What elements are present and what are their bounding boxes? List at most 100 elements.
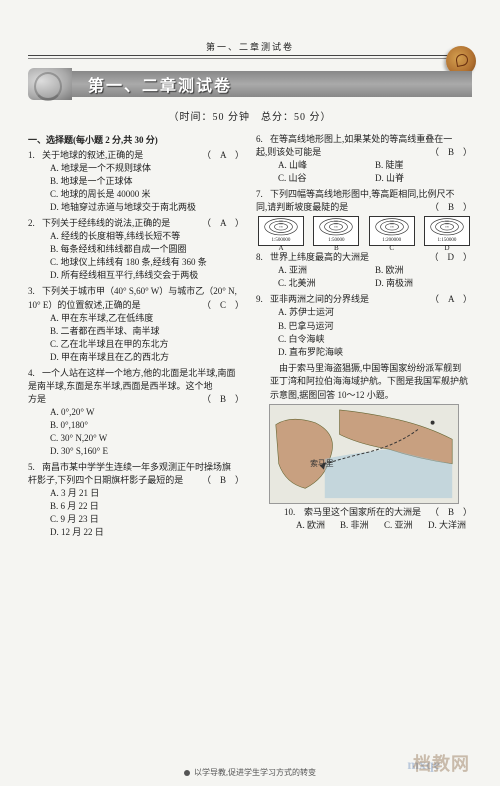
q6-opt-a: A. 山峰 <box>278 159 375 172</box>
q5-opt-b: B. 6 月 22 日 <box>50 500 244 513</box>
contour-d: 500300100 1:150000 D <box>424 216 470 246</box>
q9-ans: （ A ） <box>430 293 472 306</box>
q5-ans: （ B ） <box>216 474 244 487</box>
q2-opt-b: B. 每条经线和纬线都自成一个圆圈 <box>50 243 244 256</box>
question-2: 2.下列关于经纬线的说法,正确的是（ A ） A. 经线的长度相等,纬线长短不等… <box>28 217 244 282</box>
q2-opt-a: A. 经线的长度相等,纬线长短不等 <box>50 230 244 243</box>
q3-ans: （ C ） <box>216 299 244 312</box>
svg-text:100: 100 <box>445 226 449 229</box>
context-l1: 由于索马里海盗猖獗,中国等国家纷纷派军舰到 <box>270 362 472 376</box>
q9-stem: 亚非两洲之间的分界线是 <box>270 294 369 304</box>
svg-text:100: 100 <box>279 226 283 229</box>
q8-opt-a: A. 亚洲 <box>278 264 375 277</box>
q4-opt-a: A. 0°,20° W <box>50 406 244 419</box>
svg-text:100: 100 <box>335 226 339 229</box>
q4-opt-c: C. 30° N,20° W <box>50 432 244 445</box>
contour-a: 500300100 1:500000 A <box>258 216 304 246</box>
q3-opt-b: B. 二者都在西半球、南半球 <box>50 325 244 338</box>
q1-opt-b: B. 地球是一个正球体 <box>50 175 244 188</box>
question-5: 5.南昌市某中学学生连续一年多观测正午时操场旗 杆影子,下列四个日期旗杆影子最短… <box>28 461 244 539</box>
contour-b: 500300100 1:50000 B <box>313 216 359 246</box>
title-banner: 第一、二章测试卷 <box>28 68 472 100</box>
q4-opt-b: B. 0°,180° <box>50 419 244 432</box>
q3-stem-l2: 10° E）的位置叙述,正确的是 <box>28 300 141 310</box>
contour-c-label: C <box>370 243 414 253</box>
q10-opt-d: D. 大洋洲 <box>428 519 472 532</box>
footer: 以学导教,促进学生学习方式的转变 <box>0 767 500 778</box>
q6-opt-b: B. 陡崖 <box>375 159 472 172</box>
q2-opt-c: C. 地球仪上纬线有 180 条,经线有 360 条 <box>50 256 244 269</box>
q5-stem-l1: 南昌市某中学学生连续一年多观测正午时操场旗 <box>42 461 244 474</box>
q6-opt-d: D. 山脊 <box>375 172 472 185</box>
q1-ans: （ A ） <box>202 149 244 162</box>
q5-opt-d: D. 12 月 22 日 <box>50 526 244 539</box>
q4-stem-l1: 一个人站在这样一个地方,他的北面是北半球,南面 <box>42 367 244 380</box>
q9-opt-b: B. 巴拿马运河 <box>278 320 472 333</box>
q3-opt-c: C. 乙在北半球且在甲的东北方 <box>50 338 244 351</box>
q8-opt-c: C. 北美洲 <box>278 277 375 290</box>
q8-opt-b: B. 欧洲 <box>375 264 472 277</box>
q1-opt-c: C. 地球的周长是 40000 米 <box>50 188 244 201</box>
q2-opt-d: D. 所有经线相互平行,纬线交会于两极 <box>50 269 244 282</box>
q8-stem: 世界上纬度最高的大洲是 <box>270 252 369 262</box>
q10-opt-c: C. 亚洲 <box>384 519 428 532</box>
q7-stem-l1: 下列四幅等高线地形图中,等高距相同,比例尺不 <box>270 188 472 201</box>
q3-stem-l1: 下列关于城市甲（40° S,60° W）与城市乙（20° N, <box>42 285 244 298</box>
q4-ans: （ B ） <box>216 393 244 406</box>
q6-stem-l2: 起,则该处可能是 <box>256 147 321 157</box>
contour-b-label: B <box>314 243 358 253</box>
q9-opt-d: D. 直布罗陀海峡 <box>278 346 472 359</box>
footer-text: 以学导教,促进学生学习方式的转变 <box>194 768 316 777</box>
q1-opt-a: A. 地球是一个不规则球体 <box>50 162 244 175</box>
question-10: 10.索马里这个国家所在的大洲是（ B ） A. 欧洲 B. 非洲 C. 亚洲 … <box>256 506 472 532</box>
header-divider <box>28 55 472 60</box>
question-7: 7.下列四幅等高线地形图中,等高距相同,比例尺不 同,请判断坡度最陡的是（ B … <box>256 188 472 248</box>
contour-a-label: A <box>259 243 303 253</box>
page-header-caption: 第一、二章测试卷 <box>0 40 500 53</box>
q9-opt-c: C. 白令海峡 <box>278 333 472 346</box>
q1-stem: 关于地球的叙述,正确的是 <box>42 150 143 160</box>
banner-title: 第一、二章测试卷 <box>88 72 232 96</box>
section-1-title: 一、选择题(每小题 2 分,共 30 分) <box>28 133 244 146</box>
somalia-map: 索马里 <box>269 404 459 504</box>
q4-opt-d: D. 30° S,160° E <box>50 445 244 458</box>
context-l3: 示意图,据图回答 10～12 小题。 <box>270 389 472 403</box>
question-9: 9.亚非两洲之间的分界线是（ A ） A. 苏伊士运河 B. 巴拿马运河 C. … <box>256 293 472 358</box>
q10-opt-a: A. 欧洲 <box>296 519 340 532</box>
question-6: 6.在等高线地形图上,如果某处的等高线重叠在一 起,则该处可能是（ B ） A.… <box>256 133 472 185</box>
question-4: 4.一个人站在这样一个地方,他的北面是北半球,南面 是南半球,东面是东半球,西面… <box>28 367 244 458</box>
q7-ans: （ B ） <box>444 201 472 214</box>
q5-stem-l2: 杆影子,下列四个日期旗杆影子最短的是 <box>28 475 183 485</box>
q6-ans: （ B ） <box>444 146 472 159</box>
q1-opt-d: D. 地轴穿过赤道与地球交于南北两极 <box>50 201 244 214</box>
svg-text:100: 100 <box>390 226 394 229</box>
left-column: 一、选择题(每小题 2 分,共 30 分) 1.关于地球的叙述,正确的是（ A … <box>28 133 244 542</box>
right-column: 6.在等高线地形图上,如果某处的等高线重叠在一 起,则该处可能是（ B ） A.… <box>256 133 472 542</box>
contour-diagrams: 500300100 1:500000 A 500300100 1:50000 B… <box>256 214 472 248</box>
q5-opt-a: A. 3 月 21 日 <box>50 487 244 500</box>
q5-opt-c: C. 9 月 23 日 <box>50 513 244 526</box>
contour-c: 500300100 1:200000 C <box>369 216 415 246</box>
q10-opt-b: B. 非洲 <box>340 519 384 532</box>
q7-stem-l2: 同,请判断坡度最陡的是 <box>256 202 348 212</box>
q9-opt-a: A. 苏伊士运河 <box>278 306 472 319</box>
question-8: 8.世界上纬度最高的大洲是（ D ） A. 亚洲 B. 欧洲 C. 北美洲 D.… <box>256 251 472 290</box>
q10-stem: 索马里这个国家所在的大洲是 <box>304 507 421 517</box>
q4-stem-l3: 方是 <box>28 394 46 404</box>
context-passage: 由于索马里海盗猖獗,中国等国家纷纷派军舰到 亚丁湾和阿拉伯海海域护航。下图是我国… <box>256 362 472 403</box>
question-1: 1.关于地球的叙述,正确的是（ A ） A. 地球是一个不规则球体 B. 地球是… <box>28 149 244 214</box>
q6-stem-l1: 在等高线地形图上,如果某处的等高线重叠在一 <box>270 133 472 146</box>
q6-opt-c: C. 山谷 <box>278 172 375 185</box>
q8-ans: （ D ） <box>430 251 473 264</box>
banner-globe-icon <box>28 68 72 100</box>
q4-stem-l2: 是南半球,东面是东半球,西面是西半球。这个地 <box>28 380 244 393</box>
q2-ans: （ A ） <box>202 217 244 230</box>
question-3: 3.下列关于城市甲（40° S,60° W）与城市乙（20° N, 10° E）… <box>28 285 244 363</box>
q3-opt-d: D. 甲在南半球且在乙的西北方 <box>50 351 244 364</box>
banner-body: 第一、二章测试卷 <box>72 71 472 97</box>
contour-d-label: D <box>425 243 469 253</box>
q10-ans: （ B ） <box>430 506 472 519</box>
map-label-somalia: 索马里 <box>310 458 334 468</box>
exam-timing: （时间：50 分钟 总分：50 分） <box>0 108 500 123</box>
q3-opt-a: A. 甲在东半球,乙在低纬度 <box>50 312 244 325</box>
